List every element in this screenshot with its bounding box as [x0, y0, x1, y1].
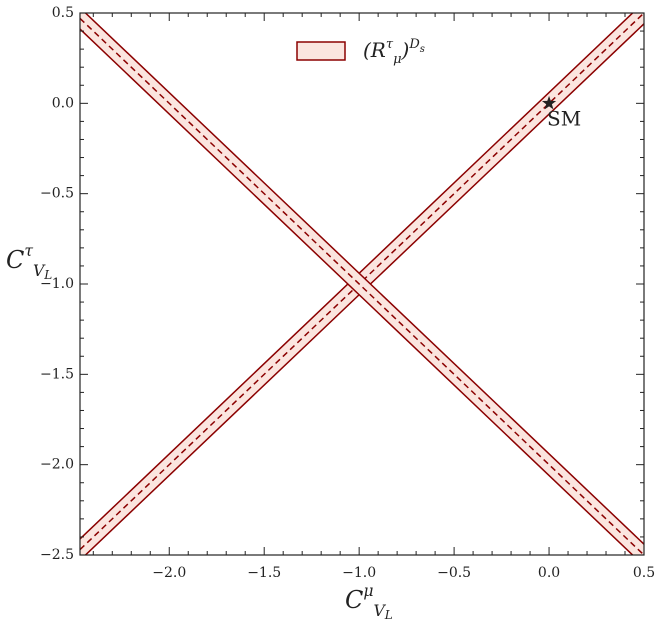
y-tick-label: −1.5	[40, 366, 74, 382]
y-tick-label: −1.0	[40, 276, 74, 292]
x-tick-label: −1.0	[342, 565, 376, 581]
x-tick-label: −2.0	[152, 565, 186, 581]
band	[80, 13, 644, 555]
x-tick-label: −1.5	[247, 565, 281, 581]
x-tick-label: 0.0	[538, 565, 560, 581]
label-part: L	[384, 608, 393, 622]
label-part: (R	[363, 38, 386, 62]
band-high-line	[84, 13, 644, 545]
band-high-line	[80, 13, 634, 540]
x-tick-label: −0.5	[437, 565, 471, 581]
x-tick-label: 0.5	[633, 565, 655, 581]
label-part: V	[33, 262, 46, 280]
label-part: μ	[363, 582, 373, 600]
y-axis-label: CτVL	[6, 242, 52, 281]
label-part: )	[401, 38, 410, 62]
y-tick-label: −0.5	[40, 186, 74, 202]
point-label: SM	[547, 106, 581, 130]
label-part: C	[6, 246, 24, 274]
band-low-line	[80, 28, 634, 555]
label-part: V	[374, 602, 387, 620]
legend-swatch	[296, 41, 346, 61]
label-part: D	[408, 37, 420, 52]
label-part: C	[345, 586, 363, 614]
y-tick-label: −2.0	[40, 457, 74, 473]
plot-area	[80, 13, 644, 555]
y-tick-label: −2.5	[40, 547, 74, 563]
label-part: τ	[24, 242, 33, 260]
x-axis-label: CμVL	[345, 582, 393, 621]
legend-label: (Rτμ)Ds	[363, 37, 425, 68]
point-marker	[541, 95, 557, 110]
y-tick-label: 0.0	[52, 95, 74, 111]
label-part: L	[43, 268, 52, 282]
label-part: μ	[393, 52, 401, 67]
label-part: τ	[386, 37, 394, 52]
y-tick-label: 0.5	[52, 5, 74, 21]
label-part: s	[420, 44, 425, 55]
